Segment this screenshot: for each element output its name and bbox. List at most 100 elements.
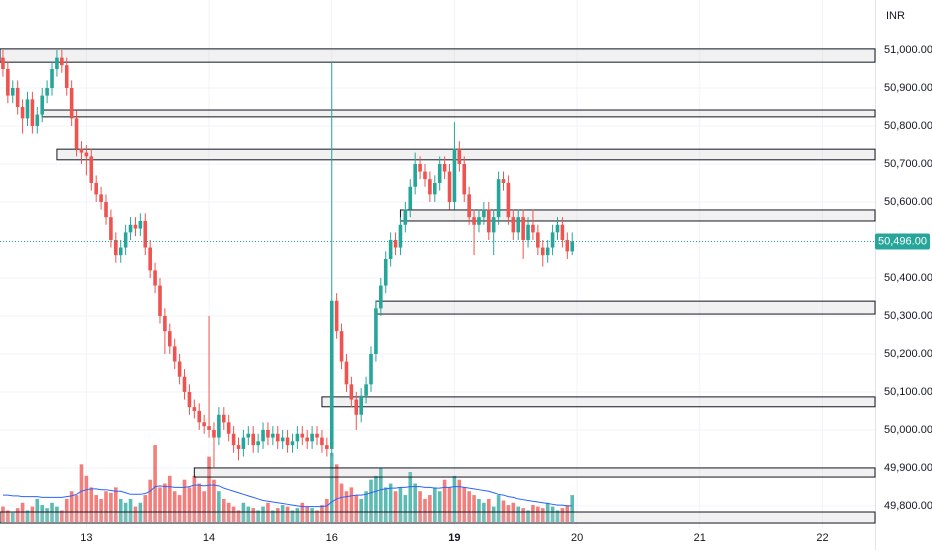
volume-bar	[344, 491, 349, 522]
volume-bar	[45, 508, 49, 522]
candle-body	[10, 87, 15, 96]
candle-body	[30, 99, 35, 126]
candle-body	[398, 224, 403, 248]
candle-body	[364, 384, 368, 396]
candle-body	[192, 407, 197, 411]
volume-bar	[472, 495, 476, 522]
candle-body	[540, 247, 545, 256]
candle-body	[545, 247, 550, 256]
volume-bar	[369, 479, 373, 522]
volume-bar	[320, 505, 324, 522]
x-tick-label: 21	[694, 532, 706, 544]
volume-bar	[114, 487, 118, 522]
candle-body	[472, 217, 476, 225]
volume-bar	[69, 491, 74, 522]
candle-body	[423, 171, 427, 180]
volume-bar	[177, 495, 182, 522]
candle-body	[521, 217, 525, 240]
volume-bar	[295, 508, 300, 522]
volume-bar	[555, 510, 560, 522]
zone	[41, 109, 876, 118]
candle-body	[501, 179, 506, 183]
volume-bar	[251, 508, 256, 522]
zone	[56, 148, 876, 161]
volume-bar	[290, 510, 295, 522]
x-tick-label: 16	[326, 532, 338, 544]
volume-bar	[158, 487, 162, 522]
volume-bar	[433, 487, 437, 522]
candle-body	[285, 437, 290, 446]
volume-bar	[99, 498, 103, 522]
candle-body	[570, 241, 575, 252]
candle-body	[555, 224, 560, 233]
candle-body	[50, 68, 54, 88]
candle-body	[344, 361, 349, 385]
volume-bar	[35, 498, 40, 522]
candle-body	[531, 224, 535, 233]
volume-bar	[25, 510, 30, 522]
candle-body	[266, 429, 270, 438]
volume-bar	[398, 487, 403, 522]
volume-bar	[329, 452, 334, 522]
candle-body	[452, 148, 457, 202]
volume-bar	[60, 510, 64, 522]
volume-bar	[128, 498, 133, 522]
volume-bar	[501, 500, 506, 522]
x-tick-label: 13	[80, 532, 92, 544]
candle-body	[320, 437, 324, 446]
candle-body	[104, 201, 108, 218]
volume-bar	[197, 483, 202, 522]
candle-body	[467, 194, 471, 218]
candle-body	[354, 399, 359, 415]
candle-body	[236, 445, 241, 449]
candle-body	[89, 156, 94, 183]
volume-bar	[148, 479, 152, 522]
volume-bar	[64, 498, 69, 522]
candle-body	[35, 114, 40, 126]
candle-body	[138, 220, 143, 229]
x-tick-label: 20	[571, 532, 583, 544]
candle-body	[550, 232, 555, 248]
volume-bar	[364, 491, 368, 522]
volume-bar	[388, 483, 393, 522]
volume-bar	[217, 491, 221, 522]
candle-body	[496, 179, 501, 218]
volume-bar	[94, 495, 98, 522]
candle-body	[74, 118, 79, 149]
y-tick-label: 51,000.00	[884, 44, 932, 56]
volume-bar	[442, 479, 447, 522]
volume-bar	[275, 508, 280, 522]
x-tick-label: 22	[816, 532, 828, 544]
x-tick-label: 14	[203, 532, 215, 544]
volume-bar	[310, 508, 314, 522]
volume-bar	[15, 508, 20, 522]
volume-bar	[457, 479, 462, 522]
volume-bar	[349, 487, 354, 522]
candle-body	[413, 163, 417, 187]
volume-bar	[79, 464, 84, 522]
volume-bar	[143, 495, 148, 522]
candle-body	[217, 414, 221, 438]
volume-bar	[280, 505, 285, 522]
candle-body	[374, 308, 378, 354]
volume-bar	[359, 498, 363, 522]
volume-bar	[40, 505, 45, 522]
candle-body	[536, 232, 540, 248]
volume-bar	[246, 506, 251, 522]
volume-bar	[540, 508, 545, 522]
y-tick-label: 50,300.00	[884, 310, 932, 322]
candle-body	[163, 315, 167, 332]
candle-body	[477, 217, 481, 225]
volume-bar	[550, 506, 555, 522]
candle-body	[349, 384, 354, 400]
zone	[0, 511, 876, 524]
candle-body	[84, 152, 89, 157]
volume-bar	[271, 510, 275, 522]
candle-body	[231, 433, 236, 446]
candle-body	[256, 441, 260, 446]
last-price-label: 50,496.00	[878, 235, 927, 247]
candle-body	[325, 445, 329, 449]
candle-body	[506, 182, 511, 218]
candle-body	[408, 186, 413, 210]
volume-bar	[172, 491, 177, 522]
